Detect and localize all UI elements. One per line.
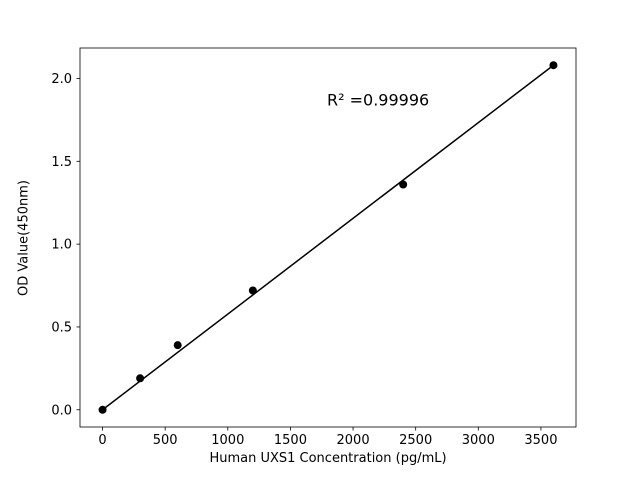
- x-tick-label: 3500: [524, 433, 557, 448]
- y-tick-label: 0.5: [51, 320, 72, 335]
- r-squared-annotation: R² =0.99996: [327, 90, 430, 110]
- x-axis-label: Human UXS1 Concentration (pg/mL): [209, 451, 447, 466]
- data-point: [173, 341, 182, 350]
- y-axis-label: OD Value(450nm): [16, 180, 32, 296]
- data-point: [549, 61, 558, 70]
- x-tick-label: 2500: [399, 433, 432, 448]
- y-tick-label: 1.0: [51, 238, 72, 253]
- data-point: [248, 286, 257, 295]
- axes-box: [79, 47, 577, 428]
- x-tick-label: 0: [98, 433, 106, 448]
- x-tick-label: 2000: [337, 433, 370, 448]
- y-tick-label: 0.0: [51, 403, 72, 418]
- data-point: [399, 180, 408, 189]
- x-tick-label: 1500: [274, 433, 307, 448]
- fit-line: [102, 64, 554, 411]
- x-tick-label: 500: [153, 433, 178, 448]
- x-tick-label: 1000: [211, 433, 244, 448]
- y-tick-label: 2.0: [51, 72, 72, 87]
- data-point: [98, 405, 107, 414]
- x-tick-label: 3000: [462, 433, 495, 448]
- y-tick-label: 1.5: [51, 155, 72, 170]
- data-point: [136, 374, 145, 383]
